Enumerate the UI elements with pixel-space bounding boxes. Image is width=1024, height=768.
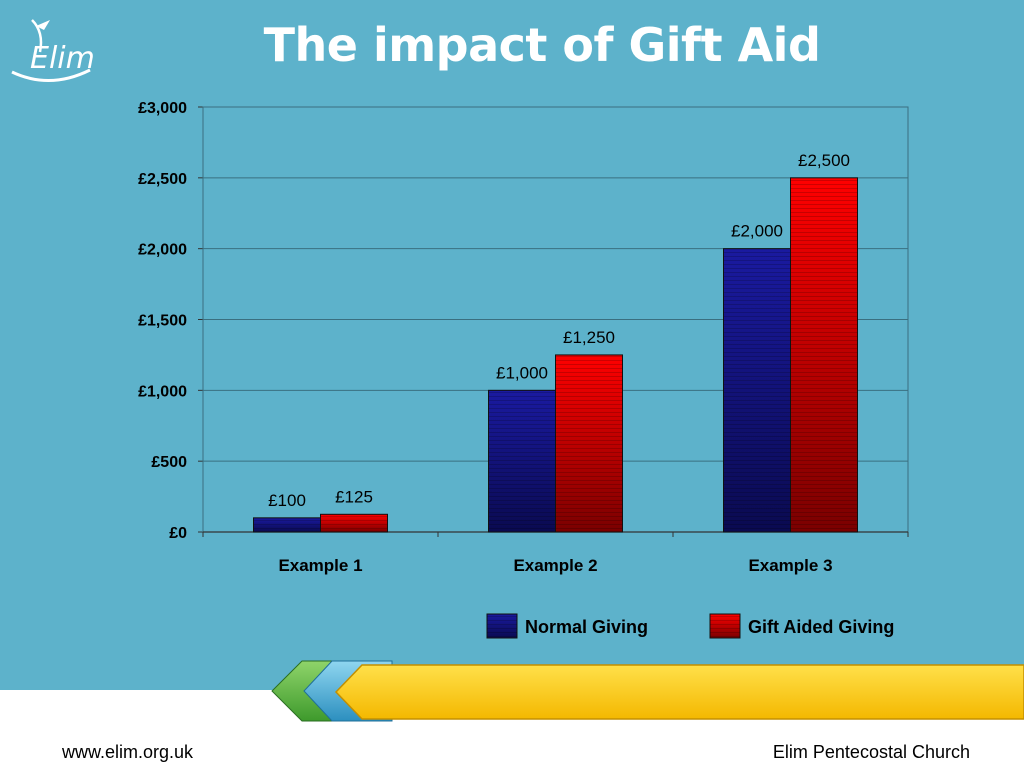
- footer-website: www.elim.org.uk: [62, 742, 194, 762]
- footer-organization: Elim Pentecostal Church: [772, 742, 970, 762]
- bar-texture: [488, 390, 556, 532]
- legend-label: Normal Giving: [525, 617, 648, 637]
- y-tick-label: £2,500: [138, 171, 187, 188]
- data-label: £1,250: [563, 328, 615, 347]
- y-tick-label: £3,000: [138, 100, 187, 117]
- data-label: £2,500: [798, 151, 850, 170]
- legend-swatch-texture: [710, 614, 740, 638]
- legend-label: Gift Aided Giving: [748, 617, 894, 637]
- y-tick-label: £1,500: [138, 313, 187, 330]
- x-category-label: Example 3: [748, 556, 832, 575]
- data-label: £2,000: [731, 222, 783, 241]
- slide-title: The impact of Gift Aid: [263, 18, 821, 72]
- data-label: £100: [268, 491, 306, 510]
- legend-swatch-texture: [487, 614, 517, 638]
- decorative-arrow-banner: [262, 655, 1024, 730]
- legend: Normal Giving Gift Aided Giving: [486, 613, 894, 639]
- data-labels: £100 £125 £1,000 £1,250 £2,000 £2,500: [268, 151, 850, 510]
- elim-logo: Elim: [10, 12, 105, 84]
- svg-text:Elim: Elim: [30, 41, 95, 76]
- bar-texture: [320, 514, 388, 532]
- y-tick-label: £1,000: [138, 383, 187, 400]
- y-tick-label: £0: [169, 525, 187, 542]
- data-label: £1,000: [496, 363, 548, 382]
- y-tick-label: £2,000: [138, 242, 187, 259]
- bars: [253, 177, 858, 533]
- x-category-label: Example 1: [278, 556, 362, 575]
- bar-texture: [790, 177, 858, 533]
- bar-texture: [253, 517, 321, 532]
- x-category-label: Example 2: [513, 556, 597, 575]
- bar-chart: £0 £500 £1,000 £1,500 £2,000 £2,500 £3,000 Exam…: [138, 100, 909, 639]
- data-label: £125: [335, 487, 373, 506]
- y-tick-label: £500: [151, 454, 187, 471]
- bar-texture: [555, 354, 623, 532]
- bar-texture: [723, 248, 791, 532]
